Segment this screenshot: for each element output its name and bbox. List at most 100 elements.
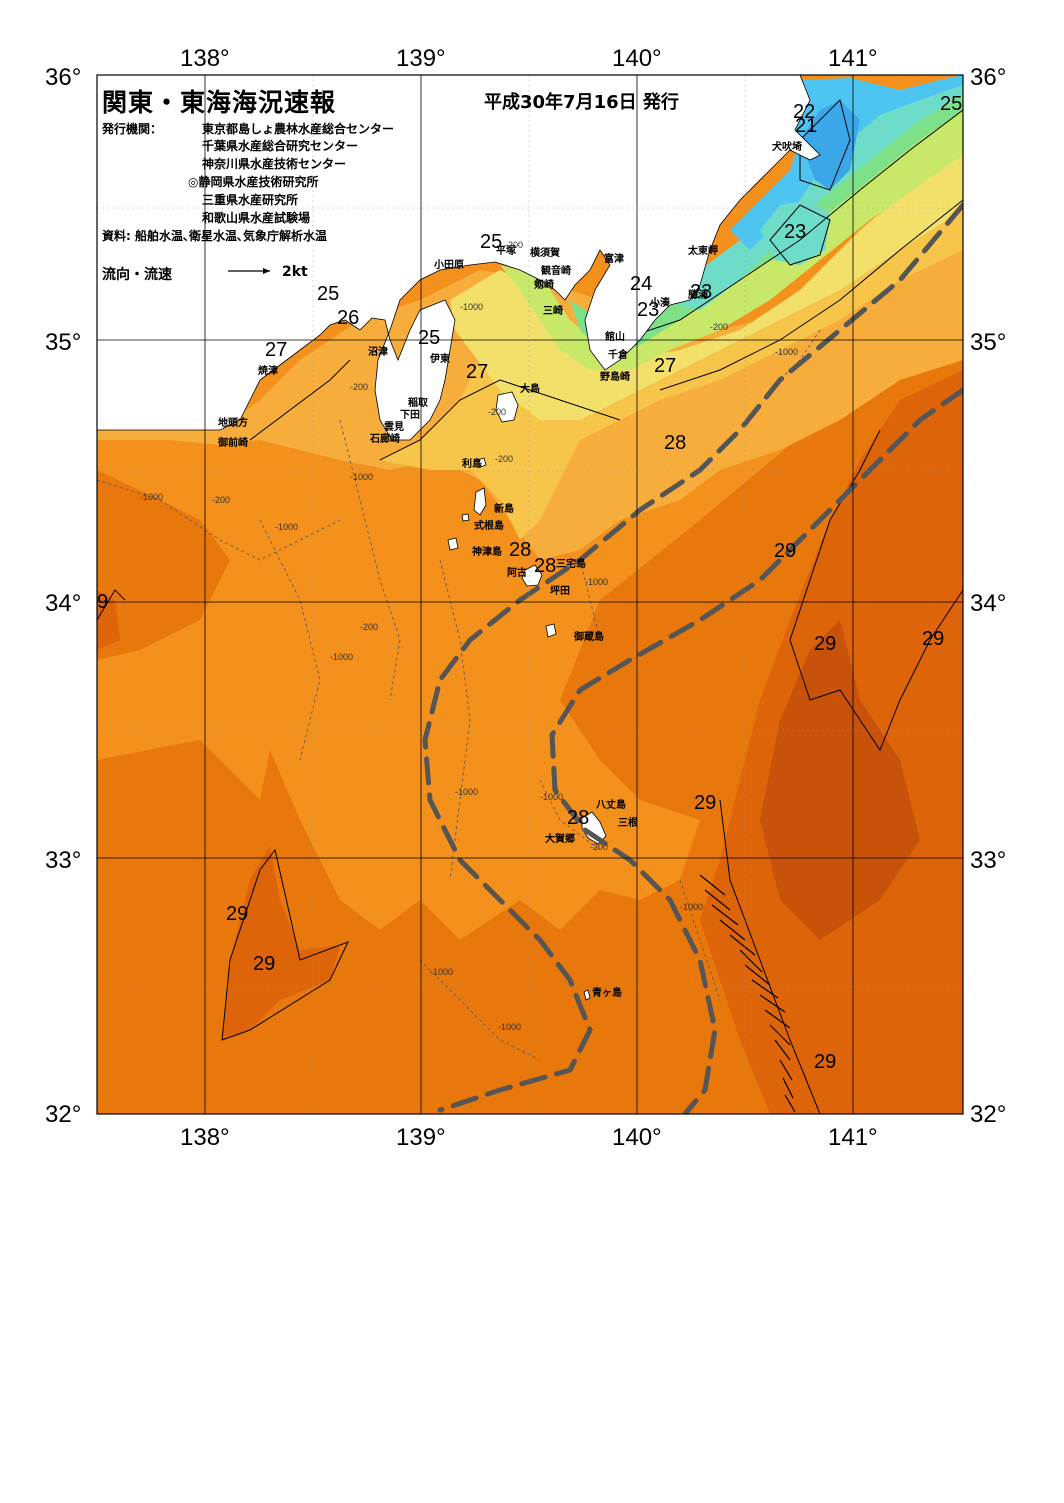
place-label: 地頭方 <box>218 416 248 429</box>
depth-label: -200 <box>350 382 368 392</box>
place-label: 八丈島 <box>595 798 626 811</box>
lat-labels-left: 36° 35° 34° 33° 32° <box>45 64 81 1128</box>
depth-label: -1000 <box>430 967 453 977</box>
map-title: 関東・東海海況速報 <box>102 88 337 117</box>
agency-item: 三重県水産研究所 <box>202 193 299 207</box>
lon-label: 139° <box>396 45 446 72</box>
depth-label: -1000 <box>275 522 298 532</box>
kozushima-island <box>447 537 459 551</box>
place-label: 三根 <box>618 816 638 829</box>
temp-zone-20 <box>800 100 860 190</box>
flow-legend-value: 2kt <box>282 264 308 280</box>
temp-label: 23 <box>690 281 712 303</box>
land-masses <box>97 75 821 1001</box>
temp-label: 27 <box>654 355 676 377</box>
place-label: 稲取 <box>408 396 429 409</box>
depth-label-group: -200 -1000 -200 -200 -200 -1000 -200 -10… <box>140 240 798 1032</box>
temp-label: 22 <box>793 101 815 123</box>
temp-label: 25 <box>480 231 502 253</box>
temp-label: 29 <box>253 953 275 975</box>
place-label: 富津 <box>604 252 624 265</box>
depth-label: -200 <box>488 407 506 417</box>
place-label: 焼津 <box>258 364 278 377</box>
place-label: 石廊崎 <box>369 432 400 445</box>
place-label: 千倉 <box>608 348 629 361</box>
place-label: 御蔵島 <box>573 630 604 643</box>
lat-label: 32° <box>970 1101 1006 1128</box>
place-label: 三崎 <box>543 304 563 317</box>
place-label: 坪田 <box>550 584 570 597</box>
niijima-island <box>473 487 487 516</box>
lon-label: 140° <box>612 45 662 72</box>
lat-label: 34° <box>45 590 81 617</box>
depth-label: -200 <box>710 322 728 332</box>
place-label: 館山 <box>604 330 625 343</box>
place-label: 下田 <box>400 409 420 421</box>
temp-zone-29-west <box>97 590 120 650</box>
depth-label: -200 <box>590 842 608 852</box>
temp-label: 27 <box>265 339 287 361</box>
depth-label: -1000 <box>455 787 478 797</box>
temp-label: 29 <box>814 633 836 655</box>
depth-label: -1000 <box>498 1022 521 1032</box>
temp-zone-22 <box>660 78 963 310</box>
agency-item: 和歌山県水産試験場 <box>202 211 311 225</box>
lon-label: 138° <box>180 1124 230 1151</box>
temp-label: 28 <box>664 432 686 454</box>
kuroshio-axis <box>422 202 963 1114</box>
temp-label: 28 <box>567 807 589 829</box>
lat-label: 35° <box>45 329 81 356</box>
depth-label: -200 <box>495 454 513 464</box>
temp-zone-24 <box>500 100 963 370</box>
place-label: 雲見 <box>384 421 404 433</box>
agency-label: 発行機関： <box>102 122 163 136</box>
temp-label: 23 <box>637 299 659 321</box>
place-label: 伊東 <box>429 352 450 365</box>
temp-label: 23 <box>784 221 806 243</box>
depth-label: -1000 <box>460 302 483 312</box>
place-label: 大賀郷 <box>545 832 575 845</box>
place-label: 新島 <box>494 502 514 515</box>
honshu-coast <box>97 75 821 441</box>
depth-label: -1000 <box>585 577 608 587</box>
place-label: 沼津 <box>368 345 388 358</box>
lat-label: 33° <box>970 847 1006 874</box>
depth-label: -200 <box>505 240 523 250</box>
temperature-label-group: 22 21 25 23 25 24 23 23 25 26 27 25 27 2… <box>97 93 962 1073</box>
place-label: 神津島 <box>472 545 502 558</box>
temp-label: 28 <box>509 539 531 561</box>
temp-label: 21 <box>795 115 817 137</box>
aogashima-island <box>583 989 591 1001</box>
depth-contours <box>97 329 821 1061</box>
shikinejima-island <box>461 513 470 522</box>
place-label: 御前崎 <box>217 436 248 449</box>
agency-item: 東京都島しょ農林水産総合センター <box>202 122 395 136</box>
place-label: 小田原 <box>433 258 464 271</box>
toshima-island <box>477 457 487 468</box>
place-label: 横須賀 <box>530 246 560 259</box>
lat-label: 36° <box>45 64 81 91</box>
temp-label: 27 <box>466 361 488 383</box>
lon-label: 139° <box>396 1124 446 1151</box>
issue-date: 平成30年7月16日 発行 <box>484 92 679 113</box>
flow-legend-label: 流向・流速 <box>102 267 172 283</box>
temp-label: 25 <box>317 283 339 305</box>
temperature-field: -200 -1000 -200 -200 -200 -1000 -200 -10… <box>97 75 963 1114</box>
place-label: 青ヶ島 <box>592 986 622 999</box>
temp-zone-29-5 <box>760 620 920 940</box>
depth-label: -200 <box>360 622 378 632</box>
place-label: 三宅島 <box>556 557 586 570</box>
minor-graticule <box>97 75 963 1114</box>
temp-label: 9 <box>97 591 108 613</box>
agency-item: ◎静岡県水産技術研究所 <box>188 175 319 189</box>
lat-label: 36° <box>970 64 1006 91</box>
temp-label: 25 <box>418 327 440 349</box>
place-label: 大島 <box>520 382 540 395</box>
mikurajima-island <box>545 623 557 638</box>
temp-label: 29 <box>226 903 248 925</box>
place-label: 阿古 <box>507 566 527 579</box>
lat-label: 33° <box>45 847 81 874</box>
lat-label: 34° <box>970 590 1006 617</box>
temp-label: 29 <box>922 628 944 650</box>
